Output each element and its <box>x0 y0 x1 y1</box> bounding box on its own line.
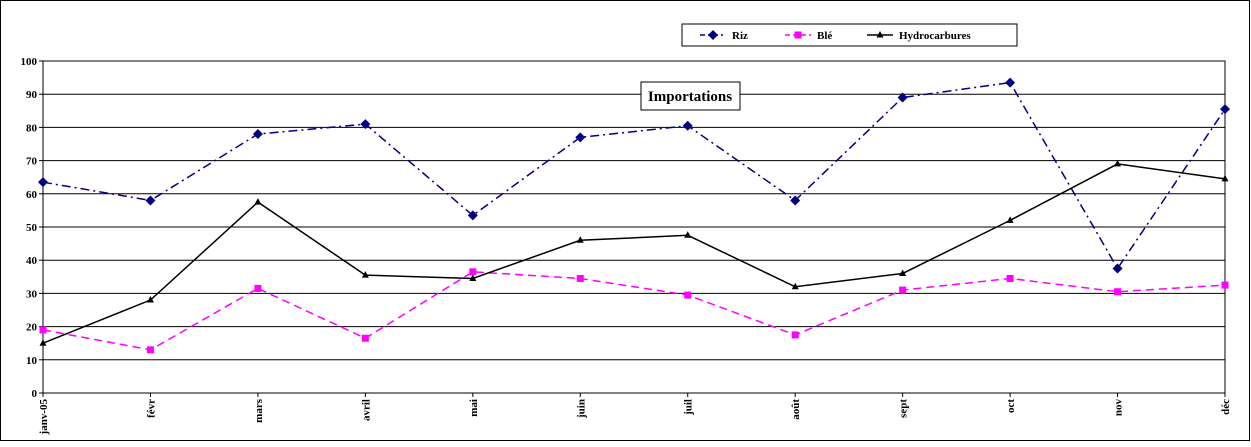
chart-title: Importations <box>648 89 732 105</box>
series-hydrocarbures <box>39 159 1229 346</box>
x-tick-label: nov <box>1113 399 1125 417</box>
y-tick-label: 80 <box>26 122 38 134</box>
data-point-diamond <box>897 92 908 103</box>
data-point-square <box>39 326 47 334</box>
legend-label: Blé <box>817 30 832 42</box>
data-point-diamond <box>252 129 263 140</box>
data-point-triangle <box>684 231 692 238</box>
data-point-triangle <box>899 269 907 276</box>
legend: Riz Blé Hydrocarbures <box>681 23 1018 47</box>
axes: 0 10 20 30 40 50 60 70 80 90 100 janv-05 févr mars avr… <box>21 56 1233 435</box>
series-line <box>42 163 1226 344</box>
data-point-triangle <box>146 296 154 303</box>
data-point-diamond <box>360 119 371 130</box>
series-line <box>42 81 1226 270</box>
data-point-triangle <box>1221 174 1229 182</box>
y-tick-label: 60 <box>26 189 38 201</box>
x-tick-label: avril <box>360 399 372 421</box>
data-point-triangle <box>469 274 477 281</box>
data-point-square <box>1114 288 1122 296</box>
data-point-diamond <box>575 132 586 143</box>
chart-title-box <box>640 81 741 111</box>
data-point-square <box>469 268 477 276</box>
x-tick-label: juil <box>683 399 695 416</box>
title-group: Importations <box>640 81 741 111</box>
data-point-diamond <box>1005 77 1016 88</box>
data-point-square <box>361 334 369 342</box>
x-tick-label: août <box>790 399 802 420</box>
x-tick-label: juin <box>575 399 587 419</box>
data-point-square <box>576 274 584 282</box>
data-point-diamond <box>467 210 478 221</box>
series-line <box>42 271 1226 351</box>
data-point-diamond <box>1220 104 1230 115</box>
data-point-square <box>146 346 154 354</box>
y-tick-label: 50 <box>26 222 38 234</box>
data-point-square <box>794 31 802 39</box>
legend-label: Riz <box>732 30 748 42</box>
data-point-square <box>254 284 262 292</box>
x-tick-label: oct <box>1005 399 1017 413</box>
series-group <box>38 77 1230 354</box>
data-point-diamond <box>708 30 718 40</box>
data-point-square <box>899 286 907 294</box>
series-riz <box>38 77 1230 274</box>
data-point-square <box>684 291 692 299</box>
data-point-diamond <box>38 177 48 188</box>
data-point-square <box>1006 274 1014 282</box>
data-point-triangle <box>1006 216 1014 223</box>
legend-box <box>681 23 1018 47</box>
data-point-triangle <box>361 271 369 278</box>
x-tick-label: janv-05 <box>38 399 50 436</box>
y-tick-label: 90 <box>26 89 38 101</box>
data-point-triangle <box>576 236 584 243</box>
y-tick-label: 100 <box>21 56 38 68</box>
data-point-triangle <box>39 339 47 346</box>
x-tick-label: sept <box>898 399 910 418</box>
y-tick-label: 10 <box>26 355 38 367</box>
data-point-diamond <box>682 120 693 131</box>
series-bl- <box>39 268 1229 354</box>
data-point-triangle <box>254 198 262 205</box>
data-point-triangle <box>876 31 884 38</box>
data-point-square <box>791 331 799 339</box>
x-tick-label: mars <box>253 398 265 423</box>
data-point-square <box>1221 281 1229 289</box>
x-tick-label: févr <box>145 399 157 418</box>
plot-area-border <box>42 60 1226 394</box>
data-point-diamond <box>145 195 156 206</box>
legend-label: Hydrocarbures <box>899 30 971 42</box>
y-tick-label: 20 <box>26 322 38 334</box>
data-point-triangle <box>1114 159 1122 167</box>
y-tick-label: 40 <box>26 255 38 267</box>
x-tick-label: mai <box>468 399 480 417</box>
y-tick-label: 70 <box>26 156 38 168</box>
y-tick-label: 0 <box>32 388 38 400</box>
data-point-triangle <box>791 282 799 290</box>
y-tick-label: 30 <box>26 288 38 300</box>
x-tick-label: déc <box>1220 399 1232 415</box>
data-point-diamond <box>1112 263 1123 274</box>
data-point-diamond <box>790 195 801 206</box>
